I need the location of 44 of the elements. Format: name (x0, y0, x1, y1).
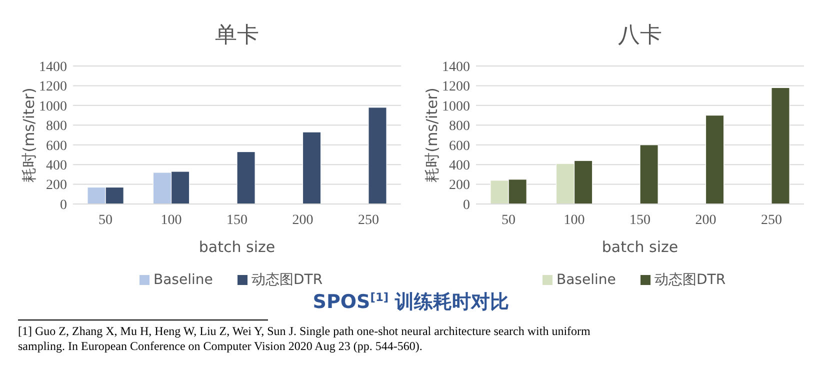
x-tick-label: 150 (226, 213, 248, 228)
y-tick-label: 800 (449, 119, 470, 134)
chart-title: 八卡 (618, 23, 662, 48)
bar (236, 151, 256, 204)
y-tick-label: 1200 (442, 80, 470, 95)
y-tick-label: 800 (46, 119, 67, 134)
text: [1] Guo Z, Zhang X, Mu H, Heng W, Liu Z, Wei Y, Sun J. Single path one-shot neural architecture search with uniform sampling. In European Conference on Computer Vision 2020 Aug 23 (pp. 544-560). (18, 324, 592, 353)
y-tick-label: 400 (449, 158, 470, 174)
y-axis-title: 耗时(ms/iter) (20, 88, 38, 182)
legend-label: Baseline (556, 272, 616, 288)
x-tick-label: 100 (564, 213, 585, 228)
x-tick-label: 250 (760, 213, 782, 228)
x-tick-label: 200 (695, 213, 716, 228)
bar (302, 132, 322, 204)
x-axis-title: batch size (602, 238, 678, 256)
legend-label: 动态图DTR (654, 272, 726, 288)
x-tick-label: 100 (160, 213, 182, 228)
y-tick-label: 1000 (39, 99, 67, 114)
y-axis-title: 耗时(ms/iter) (423, 88, 441, 182)
y-tick-label: 600 (46, 138, 67, 154)
bar (640, 144, 658, 204)
x-axis-title: batch size (198, 238, 276, 256)
y-tick-label: 1200 (39, 80, 67, 95)
x-tick-label: 250 (358, 213, 379, 228)
x-tick-label: 50 (502, 213, 516, 228)
x-tick-label: 200 (292, 213, 314, 228)
y-tick-label: 200 (46, 178, 67, 194)
x-tick-label: 50 (98, 213, 113, 228)
y-tick-label: 0 (60, 198, 67, 213)
text: SPOS$^{[1]}$ 训练耗时对比 (312, 290, 510, 313)
y-tick-label: 200 (449, 178, 470, 194)
y-tick-label: 1000 (442, 99, 470, 114)
y-tick-label: 1400 (39, 60, 67, 75)
bar (705, 114, 724, 204)
bar (368, 107, 387, 204)
legend-label: Baseline (154, 272, 213, 288)
chart-title: 单卡 (215, 23, 259, 48)
bar (771, 87, 790, 204)
y-tick-label: 600 (449, 138, 470, 154)
legend-label: 动态图DTR (252, 272, 323, 288)
y-tick-label: 1400 (442, 60, 470, 75)
y-tick-label: 0 (463, 198, 470, 213)
y-tick-label: 400 (46, 158, 67, 174)
x-tick-label: 150 (630, 213, 650, 228)
